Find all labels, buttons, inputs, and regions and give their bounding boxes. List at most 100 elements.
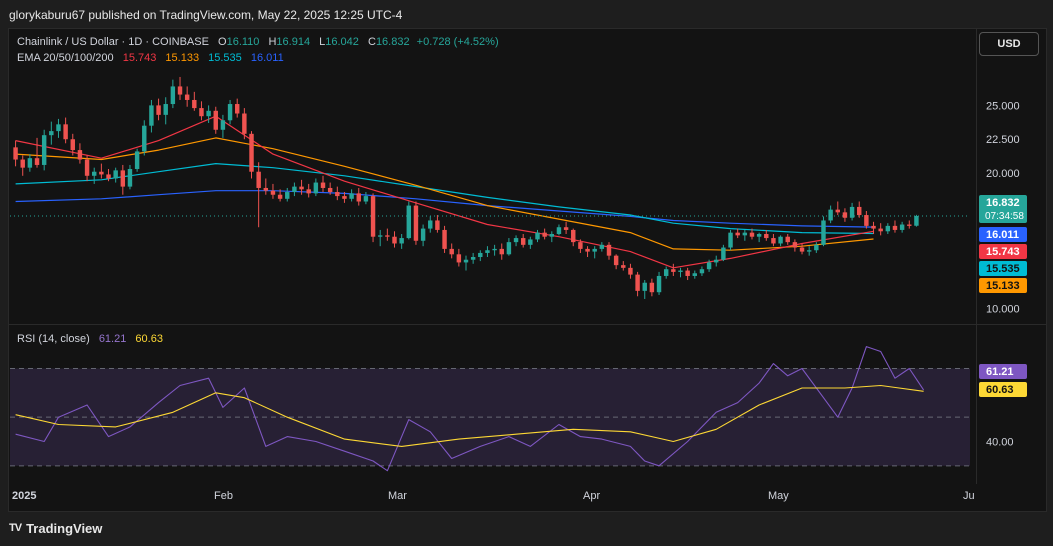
candle <box>885 223 891 234</box>
candle <box>227 99 233 125</box>
candle-body <box>563 227 569 230</box>
candle <box>249 131 254 179</box>
candle <box>184 86 190 107</box>
candle <box>463 255 469 271</box>
candle-body <box>70 139 75 151</box>
candle <box>399 234 404 249</box>
y-tick-label: 22.500 <box>986 134 1020 146</box>
candle <box>392 231 397 248</box>
ema20-badge-bg <box>979 244 1027 259</box>
candle <box>199 101 204 121</box>
candle-body <box>749 232 755 237</box>
rsi-ma-badge: 60.63 <box>986 384 1014 396</box>
candle <box>785 234 790 245</box>
candle <box>385 228 390 241</box>
candle <box>342 192 347 203</box>
candle <box>478 250 483 262</box>
currency-button[interactable]: USD <box>979 32 1039 56</box>
candle-body <box>578 242 583 249</box>
candle <box>678 267 683 278</box>
candle-body <box>127 169 133 187</box>
candle-body <box>535 232 540 240</box>
candle <box>806 246 812 256</box>
candle-body <box>249 133 254 172</box>
candle-body <box>778 236 783 244</box>
candle-body <box>857 206 862 216</box>
ema-label: EMA 20/50/100/200 <box>17 52 114 64</box>
candle-body <box>642 282 647 291</box>
candle <box>149 99 154 133</box>
candle <box>642 280 647 299</box>
candle-body <box>742 232 748 236</box>
ema20-value: 15.743 <box>122 52 157 64</box>
candle-body <box>184 94 190 100</box>
candle-body <box>814 244 819 251</box>
candle-body <box>606 244 612 256</box>
candle <box>613 254 619 270</box>
footer-brand[interactable]: TV TradingView <box>9 518 102 538</box>
candle <box>70 133 75 156</box>
candle <box>578 239 583 253</box>
candle <box>814 242 819 253</box>
candle <box>84 155 90 182</box>
ema20-line <box>15 115 874 269</box>
candle <box>270 183 276 199</box>
candle <box>749 228 755 240</box>
candle-body <box>492 248 497 251</box>
candle <box>714 255 719 267</box>
candle-body <box>735 232 740 236</box>
candle <box>442 225 447 253</box>
candle <box>842 208 848 222</box>
ema200-badge-bg <box>979 227 1027 242</box>
rsi-line <box>15 346 925 472</box>
candle <box>327 182 333 195</box>
candle-body <box>370 196 376 237</box>
candle-body <box>34 158 40 165</box>
candle <box>792 239 798 252</box>
candle-body <box>470 257 476 260</box>
candle <box>628 263 633 279</box>
candle-body <box>635 274 640 291</box>
candle-body <box>113 170 118 179</box>
ema200-badge: 16.011 <box>986 229 1019 241</box>
rsi-label: RSI (14, close) <box>17 333 90 345</box>
candle-body <box>56 124 61 132</box>
candle <box>699 266 705 276</box>
candle-body <box>842 212 848 218</box>
candle <box>456 248 462 267</box>
rsi-tick-label: 40.00 <box>986 437 1014 449</box>
candle-body <box>156 105 161 115</box>
candle <box>899 221 905 233</box>
candle-body <box>442 229 447 249</box>
candle <box>220 114 226 138</box>
candle-body <box>206 110 211 117</box>
x-tick-label: Mar <box>388 490 407 502</box>
candle-body <box>256 171 261 188</box>
candle <box>649 278 655 297</box>
candle <box>177 76 183 100</box>
rsi-ma-line <box>15 384 924 447</box>
candle <box>542 228 547 240</box>
candle-body <box>27 158 33 168</box>
candle <box>799 243 805 255</box>
candle <box>585 246 590 258</box>
candle-body <box>49 131 54 136</box>
candle-body <box>92 171 97 176</box>
candle-body <box>506 242 512 255</box>
low-label: L <box>319 36 326 48</box>
x-tick-label: Apr <box>583 490 600 502</box>
candle-body <box>406 205 412 239</box>
candle-body <box>313 182 319 194</box>
candle-body <box>799 247 805 252</box>
candle-body <box>478 252 483 258</box>
candle-body <box>170 86 176 105</box>
candle-body <box>599 244 605 249</box>
candle-body <box>356 193 361 202</box>
candle-body <box>142 125 147 152</box>
candle-body <box>792 242 798 248</box>
candle <box>835 201 840 216</box>
candle-body <box>556 227 562 234</box>
candle <box>778 235 783 247</box>
candle <box>63 117 68 144</box>
